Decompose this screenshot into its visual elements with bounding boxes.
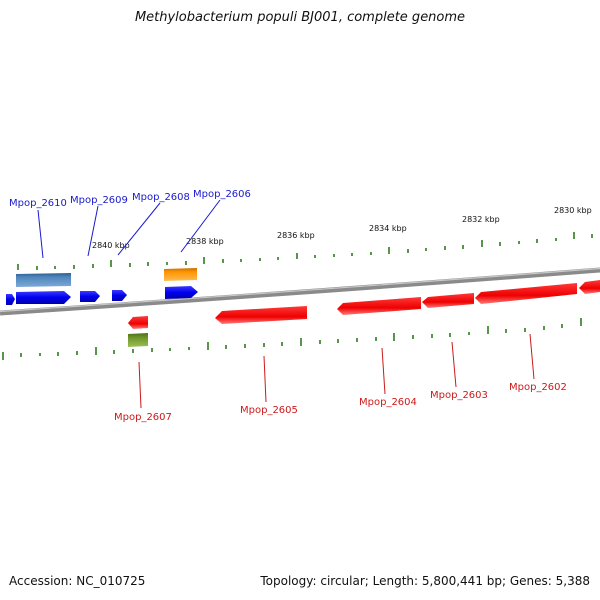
- kbp-label-2836: 2836 kbp: [277, 231, 315, 240]
- upper-ticks: [17, 232, 593, 270]
- gene-label-mpop-2602[interactable]: Mpop_2602: [509, 382, 567, 393]
- kbp-label-2830: 2830 kbp: [554, 206, 592, 215]
- forward-leader-lines: [37, 199, 221, 259]
- gene-arrow-forward[interactable]: [165, 286, 198, 299]
- gene-arrow-forward[interactable]: [112, 290, 127, 301]
- gene-label-mpop-2603[interactable]: Mpop_2603: [430, 390, 488, 401]
- lower-ticks: [2, 318, 582, 360]
- genome-backbone-highlight: [0, 267, 600, 313]
- gene-arrow-forward[interactable]: [6, 294, 15, 305]
- feature-box-orange[interactable]: [164, 268, 197, 281]
- kbp-label-2832: 2832 kbp: [462, 215, 500, 224]
- gene-arrow-reverse[interactable]: [475, 283, 577, 304]
- kbp-label-2834: 2834 kbp: [369, 224, 407, 233]
- gene-label-mpop-2605[interactable]: Mpop_2605: [240, 405, 298, 416]
- feature-box-olive[interactable]: [128, 333, 148, 347]
- genome-backbone: [0, 267, 600, 316]
- gene-arrow-forward[interactable]: [16, 291, 71, 304]
- gene-arrow-reverse[interactable]: [128, 316, 148, 329]
- gene-label-mpop-2604[interactable]: Mpop_2604: [359, 397, 417, 408]
- genome-summary-text: Topology: circular; Length: 5,800,441 bp…: [260, 574, 590, 588]
- gene-label-mpop-2607[interactable]: Mpop_2607: [114, 412, 172, 423]
- accession-text: Accession: NC_010725: [9, 574, 146, 588]
- kbp-label-2838: 2838 kbp: [186, 237, 224, 246]
- gene-label-mpop-2609[interactable]: Mpop_2609: [70, 195, 128, 206]
- kbp-label-2840: 2840 kbp: [92, 241, 130, 250]
- gene-label-mpop-2610[interactable]: Mpop_2610: [9, 198, 67, 209]
- gene-arrow-reverse[interactable]: [215, 306, 307, 324]
- gene-arrow-reverse[interactable]: [579, 280, 600, 294]
- gene-label-mpop-2606[interactable]: Mpop_2606: [193, 189, 251, 200]
- map-title: Methylobacterium populi BJ001, complete …: [134, 10, 466, 25]
- gene-arrow-reverse[interactable]: [337, 297, 421, 315]
- feature-box-steel[interactable]: [16, 273, 71, 287]
- gene-arrow-forward[interactable]: [80, 291, 100, 302]
- gene-arrow-reverse[interactable]: [422, 293, 474, 308]
- gene-label-mpop-2608[interactable]: Mpop_2608: [132, 192, 190, 203]
- reverse-leader-lines: [138, 333, 535, 409]
